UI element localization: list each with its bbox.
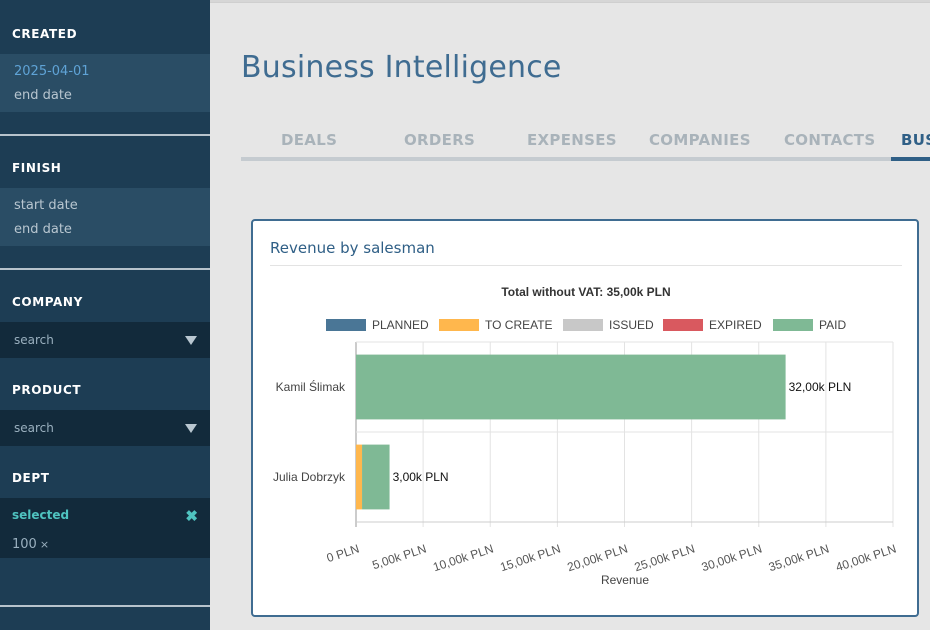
x-tick-label: 0 PLN [325, 542, 361, 566]
legend-swatch-planned [326, 319, 366, 331]
finish-end-date-input[interactable]: end date [14, 222, 72, 237]
legend-swatch-expired [663, 319, 703, 331]
section-tabs: DEALS ORDERS EXPENSES COMPANIES CONTACTS… [241, 127, 930, 161]
dept-tag[interactable]: 100 × [12, 537, 49, 552]
bar-total-label: 3,00k PLN [393, 470, 449, 484]
category-label: Kamil Ślimak [276, 379, 346, 394]
chevron-down-icon[interactable] [185, 424, 197, 433]
tab-companies[interactable]: COMPANIES [649, 131, 751, 149]
product-search-placeholder: search [14, 421, 54, 435]
created-date-range: 2025-04-01 end date [0, 54, 210, 112]
page-title: Business Intelligence [241, 50, 562, 85]
revenue-chart: Total without VAT: 35,00k PLN Revenue PL… [273, 285, 898, 587]
tab-orders[interactable]: ORDERS [404, 131, 476, 149]
x-tick-label: 35,00k PLN [767, 542, 831, 575]
finish-date-range: start date end date [0, 188, 210, 246]
x-tick-label: 40,00k PLN [834, 542, 898, 575]
tabs-baseline [241, 157, 930, 161]
legend-swatch-paid [773, 319, 813, 331]
dept-heading: DEPT [12, 471, 50, 485]
card-divider [270, 265, 902, 266]
filter-sidebar: CREATED 2025-04-01 end date FINISH start… [0, 0, 210, 630]
x-axis-label: Revenue [601, 573, 649, 587]
legend-label-to-create: TO CREATE [485, 318, 553, 332]
card-title: Revenue by salesman [270, 239, 435, 257]
finish-start-date-input[interactable]: start date [14, 198, 78, 213]
bar-to-create [356, 444, 363, 510]
chart-bars [356, 354, 786, 510]
legend-swatch-issued [563, 319, 603, 331]
tab-deals[interactable]: DEALS [281, 131, 338, 149]
bar-total-label: 32,00k PLN [789, 380, 852, 394]
bar-paid [356, 354, 786, 420]
created-heading: CREATED [12, 27, 78, 41]
legend-label-expired: EXPIRED [709, 318, 762, 332]
dept-selected-label: selected [12, 508, 70, 522]
dept-tag-value: 100 [12, 537, 37, 552]
top-strip [210, 0, 930, 3]
remove-tag-icon[interactable]: × [39, 538, 50, 551]
company-search-placeholder: search [14, 333, 54, 347]
tab-contacts[interactable]: CONTACTS [784, 131, 876, 149]
legend-label-paid: PAID [819, 318, 846, 332]
x-tick-label: 15,00k PLN [498, 542, 562, 575]
chart-legend: PLANNED TO CREATE ISSUED EXPIRED PAID [326, 318, 846, 332]
legend-label-issued: ISSUED [609, 318, 654, 332]
sidebar-divider [0, 134, 210, 136]
x-tick-label: 20,00k PLN [565, 542, 629, 575]
chart-labels: Kamil Ślimak 32,00k PLN Julia Dobrzyk 3,00k… [273, 379, 851, 484]
company-search-select[interactable]: search [0, 322, 210, 358]
legend-swatch-to-create [439, 319, 479, 331]
company-heading: COMPANY [12, 295, 83, 309]
chart-title: Total without VAT: 35,00k PLN [501, 285, 670, 299]
product-heading: PRODUCT [12, 383, 82, 397]
close-icon[interactable]: ✖ [185, 508, 198, 525]
active-tab-indicator [891, 157, 930, 161]
x-tick-label: 30,00k PLN [700, 542, 764, 575]
bar-paid [362, 444, 390, 510]
x-tick-label: 25,00k PLN [633, 542, 697, 575]
finish-heading: FINISH [12, 161, 62, 175]
revenue-card: Revenue by salesman Total without VAT: 3… [251, 219, 919, 617]
created-end-date-input[interactable]: end date [14, 88, 72, 103]
x-tick-label: 5,00k PLN [370, 542, 428, 573]
category-label: Julia Dobrzyk [273, 470, 346, 484]
created-start-date-input[interactable]: 2025-04-01 [14, 64, 90, 79]
tab-business-intelligence[interactable]: BUS [901, 131, 930, 149]
x-tick-label: 10,00k PLN [431, 542, 495, 575]
sidebar-divider [0, 268, 210, 270]
chevron-down-icon[interactable] [185, 336, 197, 345]
sidebar-divider [0, 605, 210, 607]
tab-expenses[interactable]: EXPENSES [527, 131, 617, 149]
legend-label-planned: PLANNED [372, 318, 429, 332]
product-search-select[interactable]: search [0, 410, 210, 446]
dept-multiselect[interactable]: selected ✖ 100 × [0, 498, 210, 558]
